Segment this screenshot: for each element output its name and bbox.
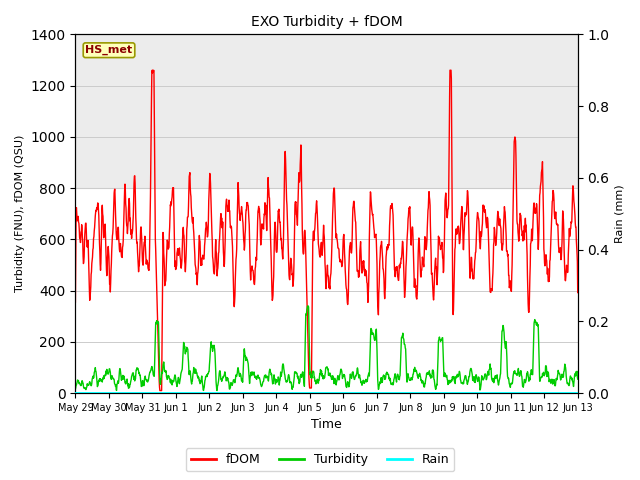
Y-axis label: Turbidity (FNU), fDOM (QSU): Turbidity (FNU), fDOM (QSU) — [15, 135, 25, 292]
X-axis label: Time: Time — [311, 419, 342, 432]
Title: EXO Turbidity + fDOM: EXO Turbidity + fDOM — [251, 15, 403, 29]
Y-axis label: Rain (mm): Rain (mm) — [615, 184, 625, 243]
Bar — [76, 35, 578, 188]
Legend: fDOM, Turbidity, Rain: fDOM, Turbidity, Rain — [186, 448, 454, 471]
Text: HS_met: HS_met — [86, 45, 132, 55]
